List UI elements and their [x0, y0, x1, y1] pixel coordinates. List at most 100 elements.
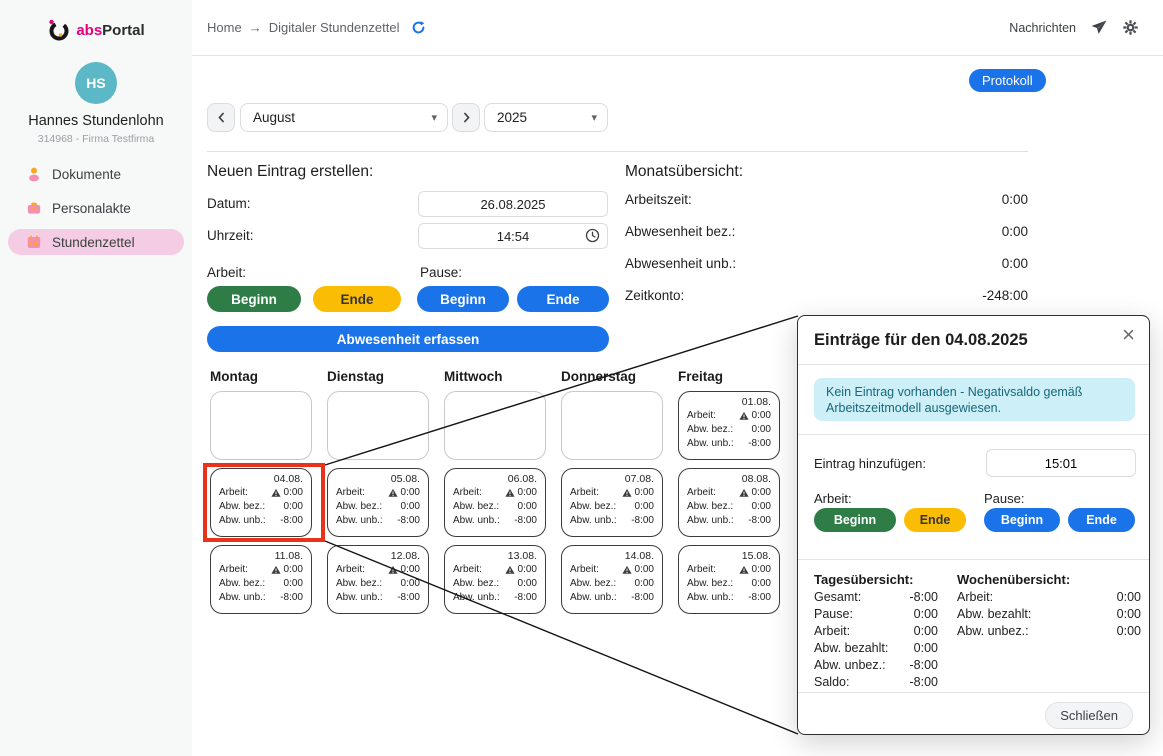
breadcrumb-home[interactable]: Home: [207, 20, 242, 35]
warning-icon: [387, 488, 398, 498]
next-month-button[interactable]: [452, 103, 480, 132]
month-select[interactable]: August ▾: [240, 103, 448, 132]
day-card-work-row: Arbeit: 0:00: [336, 487, 420, 498]
year-select-value: 2025: [497, 110, 528, 125]
day-overview-row: Saldo: -8:00: [814, 675, 938, 689]
messages-label: Nachrichten: [1009, 20, 1076, 35]
day-card[interactable]: 05.08. Arbeit: 0:00 Abw. bez.: 0:00 Abw. unb.…: [327, 468, 429, 537]
day-card-date: 14.08.: [624, 550, 654, 562]
day-card-date: 06.08.: [507, 473, 537, 485]
schliessen-button[interactable]: Schließen: [1045, 702, 1133, 729]
day-card[interactable]: 01.08. Arbeit: 0:00 Abw. bez.: 0:00 Abw. unb.…: [678, 391, 780, 460]
day-card-date: 04.08.: [273, 473, 303, 485]
warning-icon: [270, 488, 281, 498]
person-icon: [26, 166, 42, 182]
row-label: Abwesenheit unb.:: [625, 256, 737, 271]
modal-pause-begin-button[interactable]: Beginn: [984, 508, 1060, 532]
time-input[interactable]: [418, 223, 608, 249]
record-absence-button[interactable]: Abwesenheit erfassen: [207, 326, 609, 352]
gear-icon[interactable]: [1122, 19, 1139, 36]
day-card-abs-paid-row: Abw. bez.: 0:00: [219, 578, 303, 589]
empty-day-card: [327, 391, 429, 460]
breadcrumb: Home → Digitaler Stundenzettel: [207, 20, 426, 35]
row-label: Arbeitszeit:: [625, 192, 692, 207]
day-header: Freitag: [678, 369, 724, 384]
sidebar-item-stundenzettel[interactable]: Stundenzettel: [8, 229, 184, 255]
new-entry-title: Neuen Eintrag erstellen:: [207, 163, 374, 180]
warning-icon: [504, 488, 515, 498]
sidebar-item-dokumente[interactable]: Dokumente: [8, 161, 184, 187]
empty-day-card: [561, 391, 663, 460]
day-entries-modal: Einträge für den 04.08.2025 × Kein Eintr…: [797, 315, 1150, 735]
day-overview-row: Arbeit: 0:00: [814, 624, 938, 638]
send-icon[interactable]: [1090, 19, 1108, 37]
sidebar-item-label: Stundenzettel: [52, 234, 135, 250]
day-card-date: 08.08.: [741, 473, 771, 485]
day-overview-row: Pause: 0:00: [814, 607, 938, 621]
day-card-abs-unpaid-row: Abw. unb.: -8:00: [687, 592, 771, 603]
day-overview-row: Abw. bezahlt: 0:00: [814, 641, 938, 655]
chevron-down-icon: ▾: [591, 112, 597, 124]
day-card[interactable]: 04.08. Arbeit: 0:00 Abw. bez.: 0:00 Abw. unb.…: [210, 468, 312, 537]
row-value: -248:00: [982, 288, 1028, 303]
day-card[interactable]: 12.08. Arbeit: 0:00 Abw. bez.: 0:00 Abw. unb.…: [327, 545, 429, 614]
warning-icon: [738, 488, 749, 498]
modal-work-end-button[interactable]: Ende: [904, 508, 966, 532]
close-icon[interactable]: ×: [1122, 322, 1135, 347]
work-end-button[interactable]: Ende: [313, 286, 401, 312]
day-card[interactable]: 15.08. Arbeit: 0:00 Abw. bez.: 0:00 Abw. unb.…: [678, 545, 780, 614]
month-overview-row: Zeitkonto: -248:00: [625, 288, 1028, 303]
month-overview-row: Arbeitszeit: 0:00: [625, 192, 1028, 207]
day-overview-row: Abw. unbez.: -8:00: [814, 658, 938, 672]
add-entry-label: Eintrag hinzufügen:: [814, 456, 927, 471]
pause-end-button[interactable]: Ende: [517, 286, 609, 312]
previous-month-button[interactable]: [207, 103, 235, 132]
month-overview-title: Monatsübersicht:: [625, 163, 744, 180]
day-card[interactable]: 14.08. Arbeit: 0:00 Abw. bez.: 0:00 Abw. unb.…: [561, 545, 663, 614]
clock-icon[interactable]: [585, 228, 600, 243]
date-input[interactable]: [418, 191, 608, 217]
warning-icon: [387, 565, 398, 575]
day-card-date: 01.08.: [741, 396, 771, 408]
breadcrumb-arrow: →: [248, 20, 262, 35]
protokoll-button[interactable]: Protokoll: [969, 69, 1046, 92]
day-card[interactable]: 11.08. Arbeit: 0:00 Abw. bez.: 0:00 Abw. unb.…: [210, 545, 312, 614]
day-card-abs-paid-row: Abw. bez.: 0:00: [453, 578, 537, 589]
pause-begin-button[interactable]: Beginn: [417, 286, 509, 312]
day-card-abs-unpaid-row: Abw. unb.: -8:00: [336, 515, 420, 526]
day-overview-title: Tagesübersicht:: [814, 572, 914, 587]
row-label: Zeitkonto:: [625, 288, 685, 303]
day-card-abs-unpaid-row: Abw. unb.: -8:00: [687, 438, 771, 449]
day-card[interactable]: 13.08. Arbeit: 0:00 Abw. bez.: 0:00 Abw. unb.…: [444, 545, 546, 614]
day-card-abs-paid-row: Abw. bez.: 0:00: [336, 501, 420, 512]
day-card-work-row: Arbeit: 0:00: [453, 487, 537, 498]
modal-pause-end-button[interactable]: Ende: [1068, 508, 1135, 532]
avatar[interactable]: HS: [75, 62, 117, 104]
divider: [207, 151, 1028, 152]
briefcase-icon: [26, 200, 42, 216]
user-name: Hannes Stundenlohn: [28, 113, 164, 129]
day-card[interactable]: 08.08. Arbeit: 0:00 Abw. bez.: 0:00 Abw. unb.…: [678, 468, 780, 537]
week-overview-title: Wochenübersicht:: [957, 572, 1071, 587]
day-card[interactable]: 06.08. Arbeit: 0:00 Abw. bez.: 0:00 Abw. unb.…: [444, 468, 546, 537]
day-card[interactable]: 07.08. Arbeit: 0:00 Abw. bez.: 0:00 Abw. unb.…: [561, 468, 663, 537]
refresh-icon[interactable]: [411, 20, 426, 35]
day-card-abs-unpaid-row: Abw. unb.: -8:00: [336, 592, 420, 603]
warning-icon: [621, 565, 632, 575]
app-logo: absPortal: [0, 0, 192, 42]
year-select[interactable]: 2025 ▾: [484, 103, 608, 132]
day-card-abs-paid-row: Abw. bez.: 0:00: [219, 501, 303, 512]
sidebar-item-personalakte[interactable]: Personalakte: [8, 195, 184, 221]
day-card-abs-unpaid-row: Abw. unb.: -8:00: [453, 592, 537, 603]
day-card-abs-unpaid-row: Abw. unb.: -8:00: [453, 515, 537, 526]
add-entry-time-input[interactable]: [986, 449, 1136, 477]
modal-work-begin-button[interactable]: Beginn: [814, 508, 896, 532]
app-logo-text: absPortal: [76, 21, 145, 39]
day-card-abs-paid-row: Abw. bez.: 0:00: [687, 501, 771, 512]
row-value: 0:00: [1001, 256, 1028, 271]
day-card-date: 11.08.: [274, 550, 303, 562]
divider: [798, 692, 1149, 693]
sidebar-nav: Dokumente Personalakte: [0, 161, 192, 255]
work-begin-button[interactable]: Beginn: [207, 286, 301, 312]
day-card-work-row: Arbeit: 0:00: [453, 564, 537, 575]
